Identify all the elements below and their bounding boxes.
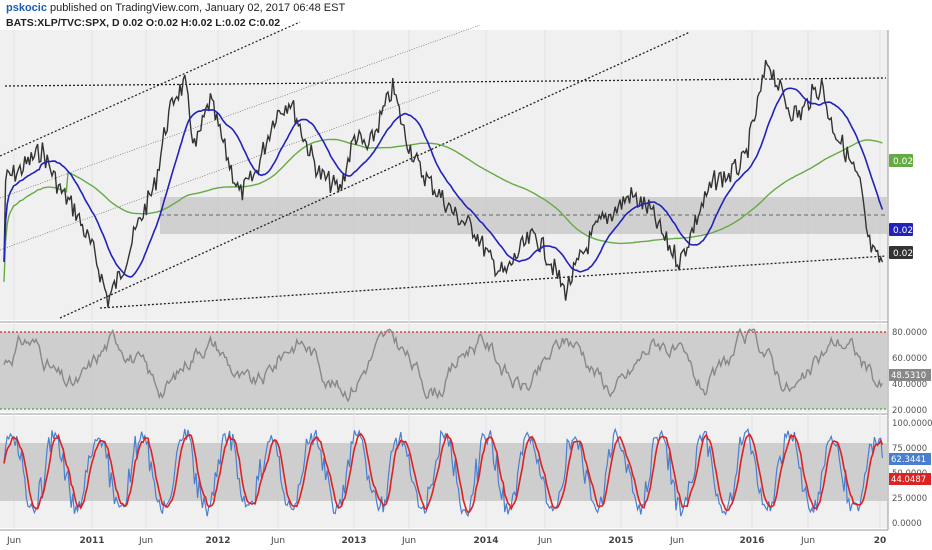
osc2-tick-25: 25.0000 <box>892 494 927 504</box>
time-tick-label: Jun <box>537 536 552 546</box>
lower-channel-line <box>59 31 691 319</box>
time-tick-label: 2013 <box>341 536 366 546</box>
osc1-tick-40: 40.0000 <box>892 380 927 390</box>
price-last-dark: 0.02 <box>889 246 913 259</box>
osc2-tick-0: 0.0000 <box>892 519 922 529</box>
osc1-last-value: 48.5310 <box>889 369 931 381</box>
ma-slow-line <box>3 138 883 282</box>
price-last-dark-bg <box>889 246 913 259</box>
osc2-k-line <box>3 427 883 518</box>
price-last-green-bg <box>889 154 913 167</box>
price-last-blue-bg <box>889 223 913 236</box>
time-tick-label: Jun <box>6 536 21 546</box>
osc1-line <box>3 327 884 403</box>
osc1-tick-60: 60.0000 <box>892 354 927 364</box>
price-last-green-text: 0.02 <box>893 157 913 167</box>
time-tick-label: 2015 <box>608 536 633 546</box>
symbol-legend: BATS:XLP/TVC:SPX, D 0.02 O:0.02 H:0.02 L… <box>6 17 281 29</box>
channel-mid-line-1 <box>0 24 481 199</box>
right-axis-bg <box>888 30 932 530</box>
horizontal-resistance-line <box>4 77 887 87</box>
time-tick-label: 2014 <box>473 536 498 546</box>
osc1-tick-80: 80.0000 <box>892 328 927 338</box>
time-tick-label: Jun <box>401 536 416 546</box>
price-last-dark-text: 0.02 <box>893 249 913 259</box>
price-last-green: 0.02 <box>889 154 913 167</box>
author-name[interactable]: pskocic <box>6 2 47 14</box>
osc2-last-blue-bg <box>889 453 931 465</box>
osc2-last-blue: 62.3441 <box>889 453 931 465</box>
time-tick-label: 2016 <box>739 536 764 546</box>
osc2-tick-100: 100.0000 <box>892 419 932 429</box>
osc1-tick-20: 20.0000 <box>892 406 927 416</box>
price-last-blue: 0.02 <box>889 223 913 236</box>
support-line <box>99 255 887 309</box>
time-axis: Jun 2011 Jun 2012 Jun 2013 Jun 2014 Jun 2015 Jun 20… <box>6 536 886 546</box>
price-line <box>3 59 884 308</box>
osc2-last-blue-text: 62.3441 <box>891 455 926 465</box>
time-tick-label: Jun <box>800 536 815 546</box>
time-tick-label: Jun <box>270 536 285 546</box>
price-last-blue-text: 0.02 <box>893 226 913 236</box>
ma-fast-line <box>3 87 884 278</box>
publish-header: pskocic published on TradingView.com, Ja… <box>6 2 345 14</box>
time-tick-label: 2011 <box>79 536 104 546</box>
osc2-d-line <box>3 432 884 514</box>
published-text: published on TradingView.com, January 02… <box>46 2 346 14</box>
upper-channel-line <box>0 21 301 157</box>
trend-lines <box>0 21 887 319</box>
osc1-band <box>0 332 888 409</box>
time-tick-label: Jun <box>138 536 153 546</box>
osc2-last-red-text: 44.0487 <box>891 475 926 485</box>
channel-mid-line-2 <box>0 89 441 251</box>
time-tick-label: 2012 <box>205 536 230 546</box>
osc1-last-text: 48.5310 <box>891 371 926 381</box>
osc1-last-bg <box>889 369 931 381</box>
osc2-last-red: 44.0487 <box>889 473 931 485</box>
time-tick-label: 20 <box>874 536 887 546</box>
time-tick-label: Jun <box>669 536 684 546</box>
osc2-last-red-bg <box>889 473 931 485</box>
osc2-tick-75: 75.0000 <box>892 444 927 454</box>
